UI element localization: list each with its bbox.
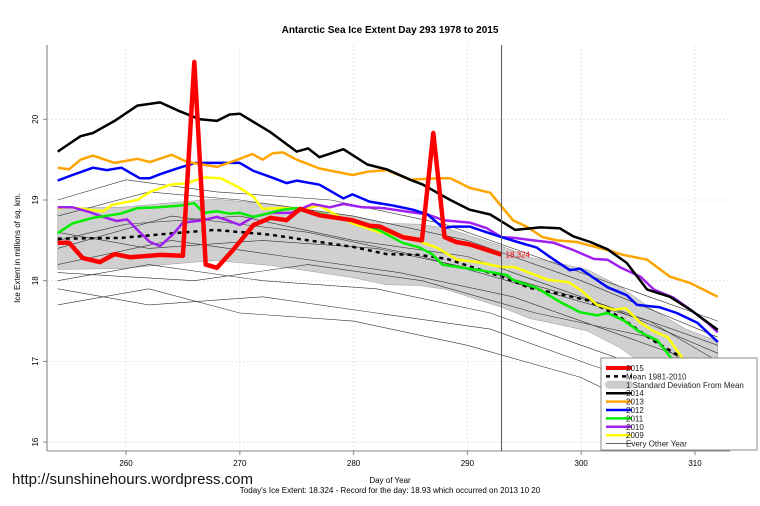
other-years-lines (57, 179, 718, 435)
current-value-label: 18.324 (506, 251, 531, 260)
y-tick-label: 20 (31, 114, 40, 123)
y-axis-label: Ice Extent in millions of sq. km. (13, 193, 22, 303)
legend-label: 2011 (626, 414, 644, 423)
x-tick-label: 270 (233, 459, 247, 468)
other-year-line (57, 264, 718, 394)
series-2014-line (57, 101, 719, 331)
y-tick-label: 17 (31, 356, 40, 365)
series-2010-line (57, 202, 719, 334)
other-year-line (57, 288, 696, 435)
legend-symbol (605, 380, 633, 389)
x-tick-label: 300 (575, 459, 589, 468)
x-tick-label: 260 (119, 459, 133, 468)
other-year-line (57, 215, 718, 346)
y-tick-label: 18 (31, 276, 40, 285)
other-year-line (57, 240, 718, 370)
legend-label: Mean 1981-2010 (626, 372, 687, 381)
y-tick-label: 16 (31, 437, 40, 446)
legend-label: 2013 (626, 398, 644, 407)
x-axis-label: Day of Year (369, 476, 411, 485)
legend-label: 2009 (626, 431, 644, 440)
legend-label: 2010 (626, 423, 644, 432)
x-tick-label: 310 (688, 459, 702, 468)
legend-label: 1 Standard Deviation From Mean (626, 381, 744, 390)
legend-label: 2015 (626, 364, 644, 373)
other-year-line (57, 179, 718, 322)
x-tick-label: 290 (461, 459, 475, 468)
legend-label: 2014 (626, 389, 644, 398)
y-ticks: 16 17 18 19 20 (31, 114, 47, 447)
x-ticks: 260 270 280 290 300 310 (119, 451, 702, 468)
series-2013-line (57, 151, 719, 298)
watermark: http://sunshinehours.wordpress.com (12, 471, 253, 488)
y-tick-label: 19 (31, 195, 40, 204)
legend-label: 2012 (626, 406, 644, 415)
legend-label: Every Other Year (626, 440, 687, 449)
series-2015-line (57, 59, 503, 271)
year-series (57, 59, 719, 382)
chart-subtitle: Today's Ice Extent: 18.324 - Record for … (240, 486, 541, 495)
x-tick-label: 280 (347, 459, 361, 468)
series-2012-line (57, 161, 719, 343)
chart-title: Antarctic Sea Ice Extent Day 293 1978 to… (282, 25, 499, 36)
